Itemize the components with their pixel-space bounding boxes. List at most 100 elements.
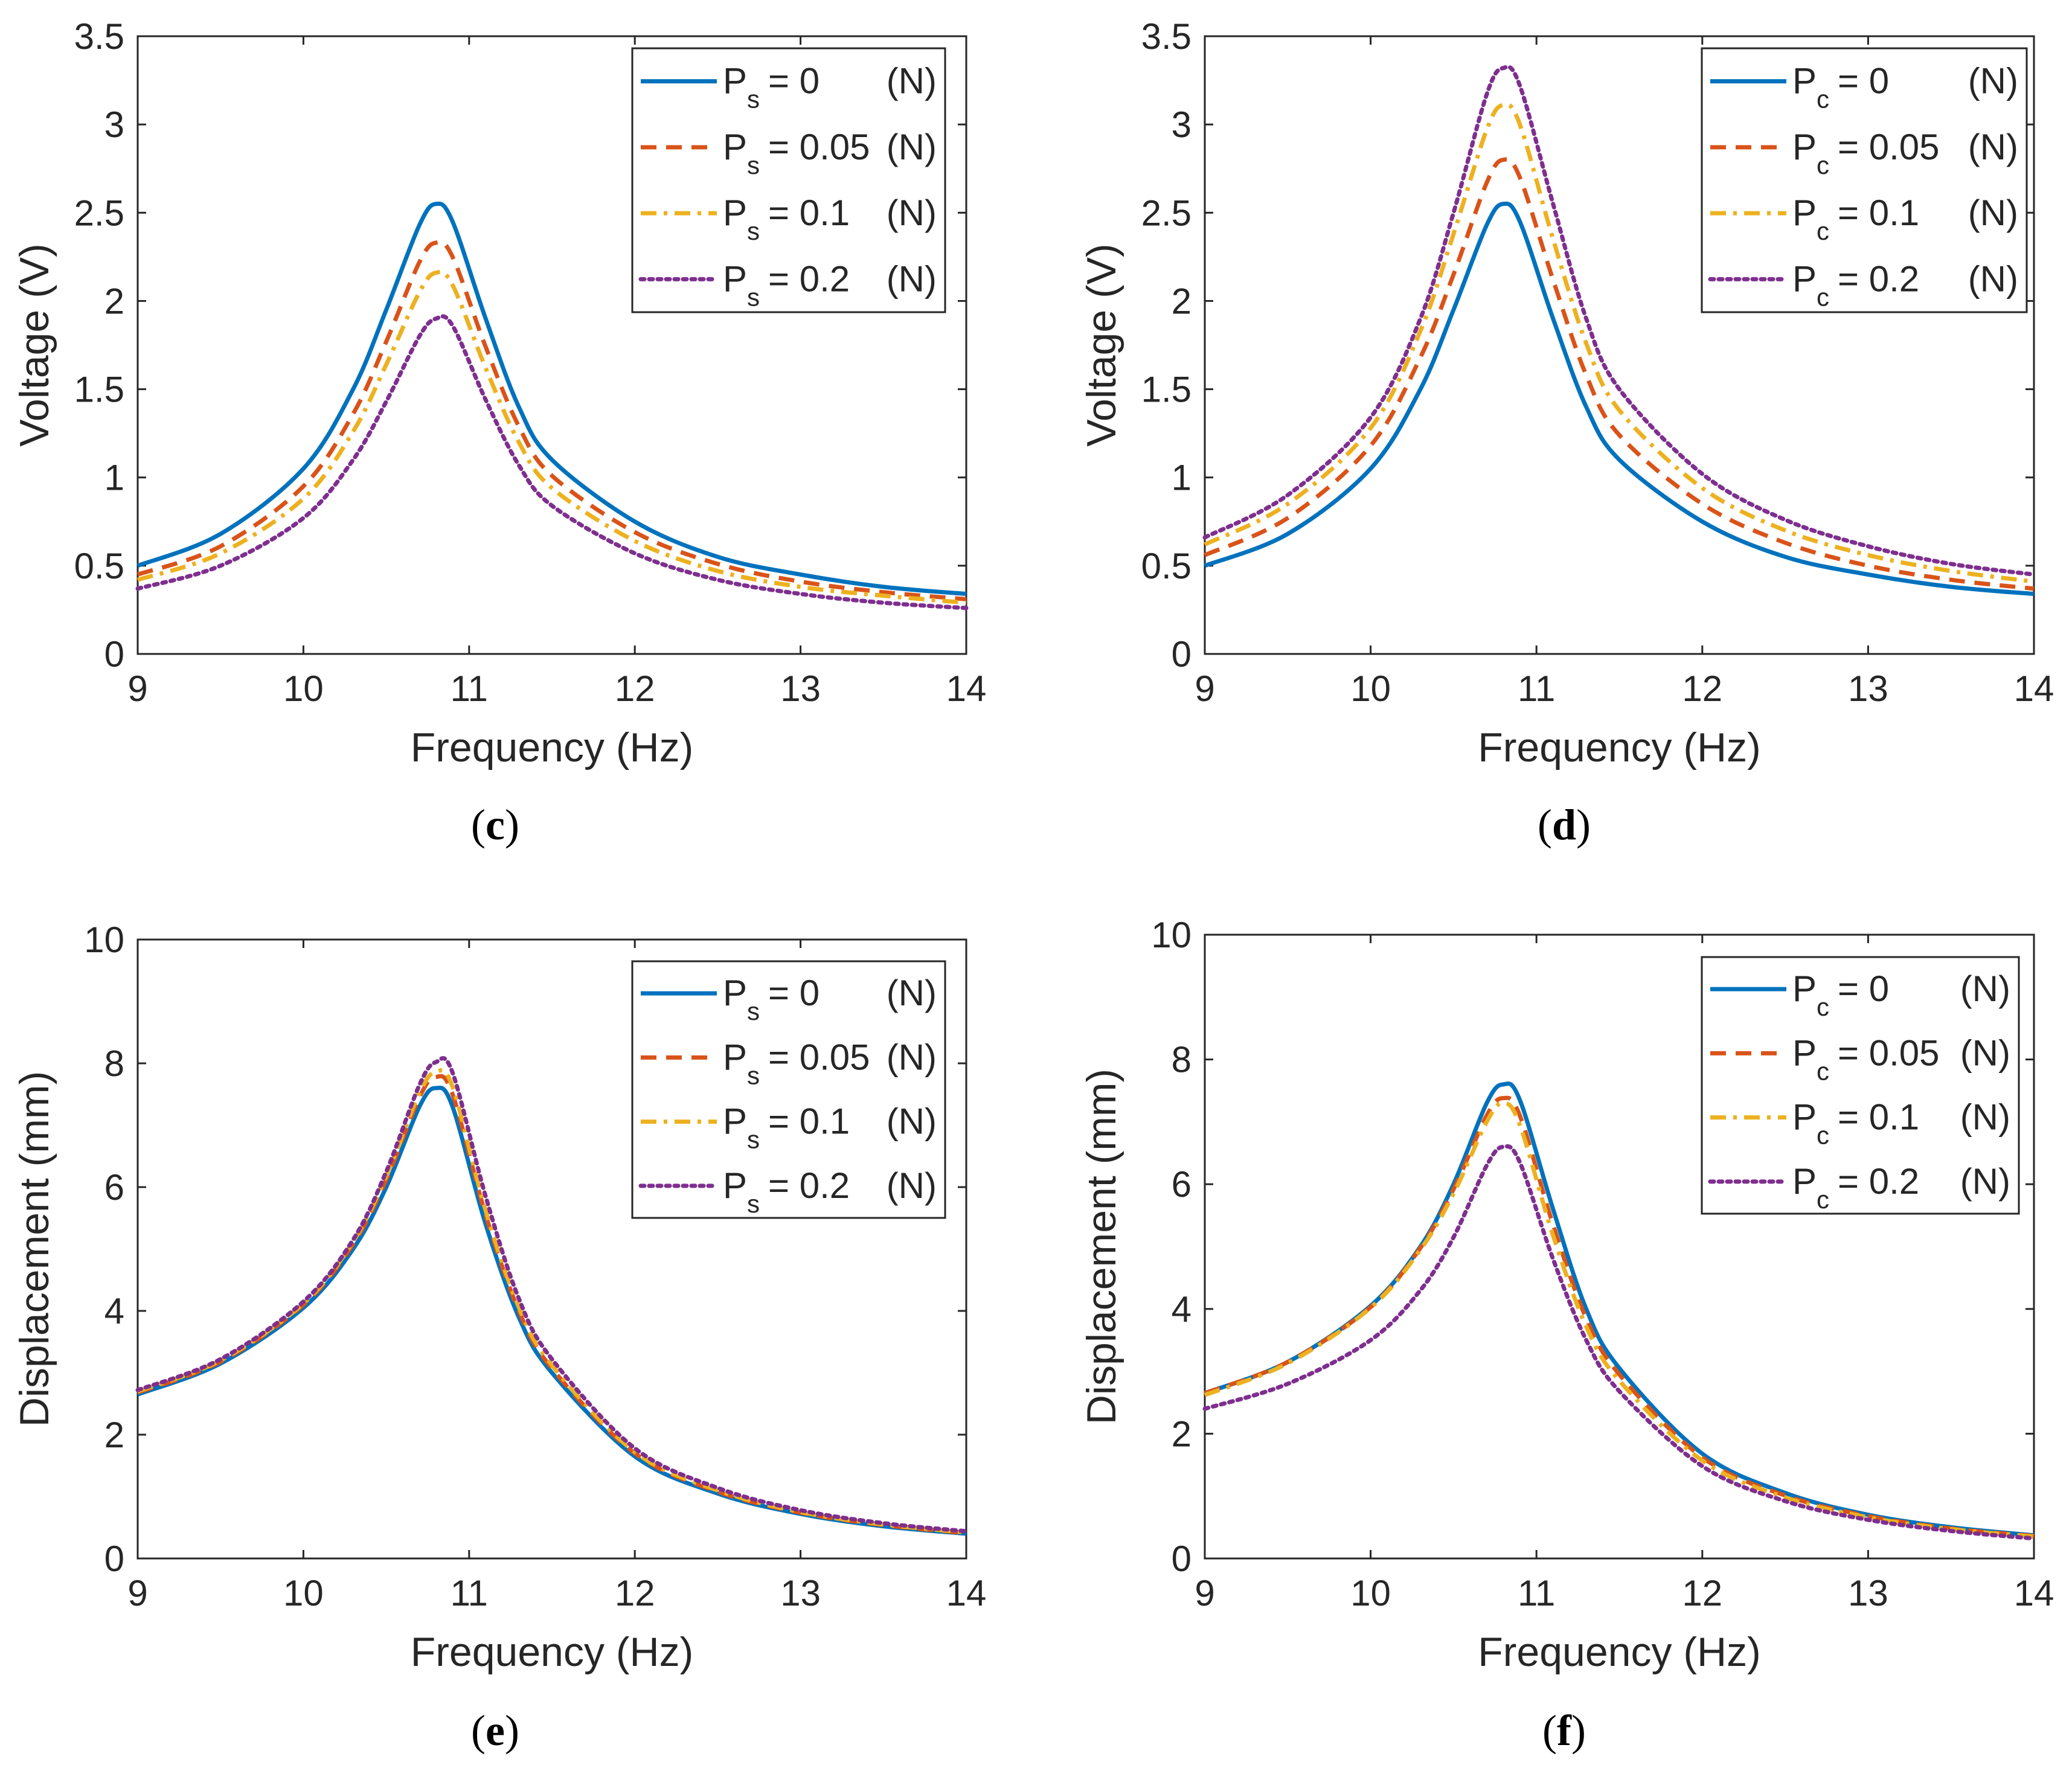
y-tick-label: 10 [84, 920, 124, 960]
legend-symbol: P [723, 1165, 747, 1206]
x-tick-label: 12 [615, 668, 655, 709]
legend-box [631, 47, 946, 313]
legend-unit: (N) [887, 127, 937, 167]
y-tick-label: 10 [1151, 915, 1192, 955]
x-tick-label: 14 [2014, 668, 2054, 709]
legend-symbol: P [1792, 1161, 1817, 1202]
x-tick-label: 12 [615, 1573, 655, 1613]
chart-panel-d: 9 10 11 12 13 14 0 0.5 1 1.5 2 2.5 3 3.5 Frequency (Hz… [1079, 16, 2054, 849]
legend-unit: (N) [887, 258, 937, 299]
legend-subscript: c [1817, 151, 1829, 179]
x-tick-label: 10 [283, 1573, 324, 1613]
legend-value: = 0.05 [1838, 127, 1940, 167]
x-tick-label: 14 [946, 1573, 987, 1613]
legend-box [1701, 47, 2028, 313]
legend-unit: (N) [887, 973, 937, 1013]
legend-subscript: s [747, 1061, 760, 1089]
x-tick-label: 11 [451, 1573, 488, 1613]
x-tick-label: 13 [780, 1573, 821, 1613]
x-tick-label: 9 [1195, 1573, 1214, 1613]
legend-subscript: s [747, 283, 760, 311]
panel-caption: (e) [471, 1706, 519, 1755]
legend-symbol: P [1792, 61, 1817, 101]
series-line-0 [1204, 201, 2035, 597]
chart-panel-f: 9 10 11 12 13 14 0 2 4 6 8 10 Frequency (Hz) Displace… [1079, 915, 2054, 1755]
y-tick-label: 2 [104, 1415, 124, 1455]
x-tick-label: 11 [451, 668, 488, 709]
legend-symbol: P [1792, 258, 1817, 299]
y-tick-label: 8 [1172, 1040, 1192, 1080]
legend-value: = 0 [1838, 969, 1889, 1009]
y-tick-label: 2.5 [1141, 193, 1192, 233]
legend-subscript: c [1817, 1057, 1829, 1085]
y-tick-label: 6 [1172, 1164, 1192, 1205]
y-tick-label: 0 [1172, 1539, 1192, 1579]
series-line-2 [136, 269, 967, 605]
legend-value: = 0 [1838, 61, 1889, 101]
y-tick-label: 3 [1172, 104, 1192, 145]
y-tick-label: 4 [1172, 1289, 1192, 1330]
legend-value: = 0.1 [1838, 193, 1919, 233]
legend-subscript: c [1817, 1121, 1829, 1150]
y-tick-label: 0.5 [1141, 546, 1192, 586]
series-line-0 [136, 201, 967, 597]
legend-unit: (N) [1968, 193, 2018, 233]
chart-panel-e: 9 10 11 12 13 14 0 2 4 6 8 10 Frequency (Hz) Displace… [11, 920, 986, 1755]
y-tick-label: 3.5 [1141, 16, 1192, 57]
legend-subscript: c [1817, 993, 1829, 1021]
legend-symbol: P [723, 973, 747, 1013]
x-tick-label: 12 [1682, 668, 1722, 709]
series-line-0 [136, 1086, 967, 1536]
legend-value: = 0.2 [768, 258, 850, 299]
panel-caption: (c) [471, 801, 519, 849]
panel-caption-letter: f [1557, 1706, 1572, 1755]
x-tick-label: 10 [1350, 668, 1391, 709]
x-tick-label: 14 [2014, 1573, 2054, 1613]
y-tick-label: 0 [1172, 634, 1192, 674]
y-tick-label: 0.5 [74, 546, 124, 586]
legend-unit: (N) [1968, 258, 2018, 299]
x-tick-label: 9 [127, 668, 147, 709]
legend-unit: (N) [1968, 61, 2018, 101]
series-line-3 [1202, 65, 2036, 577]
legend-symbol: P [1792, 193, 1817, 233]
x-axis-label: Frequency (Hz) [1478, 1629, 1761, 1675]
legend-symbol: P [723, 61, 747, 101]
legend-unit: (N) [887, 193, 937, 233]
y-tick-label: 1.5 [1141, 370, 1192, 410]
legend-symbol: P [1792, 1097, 1817, 1138]
y-tick-label: 8 [104, 1043, 124, 1084]
legend-symbol: P [723, 193, 747, 233]
legend-symbol: P [723, 258, 747, 299]
x-tick-label: 11 [1518, 1573, 1555, 1613]
legend-value: = 0.1 [768, 193, 850, 233]
legend-unit: (N) [1960, 1161, 2010, 1202]
legend-box [631, 960, 946, 1219]
legend-unit: (N) [887, 1037, 937, 1077]
legend-value: = 0.05 [1838, 1033, 1940, 1073]
legend-subscript: s [747, 1126, 760, 1154]
legend-value: = 0.2 [768, 1165, 850, 1206]
y-tick-label: 1 [1172, 458, 1192, 498]
series-line-2 [1204, 102, 2035, 584]
legend-subscript: c [1817, 283, 1829, 311]
panel-caption: (f) [1542, 1706, 1586, 1755]
chart-panel-c: 9 10 11 12 13 14 0 0.5 1 1.5 2 2.5 3 3.5 Frequency (Hz… [11, 16, 986, 849]
x-tick-label: 13 [1848, 1573, 1888, 1613]
legend-value: = 0 [768, 973, 819, 1013]
legend-unit: (N) [887, 1165, 937, 1206]
panel-caption: (d) [1538, 801, 1591, 849]
panel-caption-letter: e [486, 1706, 505, 1755]
legend-value: = 0.05 [768, 127, 870, 167]
x-axis-label: Frequency (Hz) [411, 725, 694, 770]
series-line-1 [1204, 157, 2035, 591]
panel-caption-letter: d [1552, 801, 1576, 849]
legend-box [1701, 956, 2020, 1215]
legend-value: = 0.05 [768, 1037, 870, 1077]
legend-value: = 0.1 [768, 1101, 850, 1142]
y-axis-label: Voltage (V) [11, 243, 57, 446]
legend-symbol: P [723, 1101, 747, 1142]
